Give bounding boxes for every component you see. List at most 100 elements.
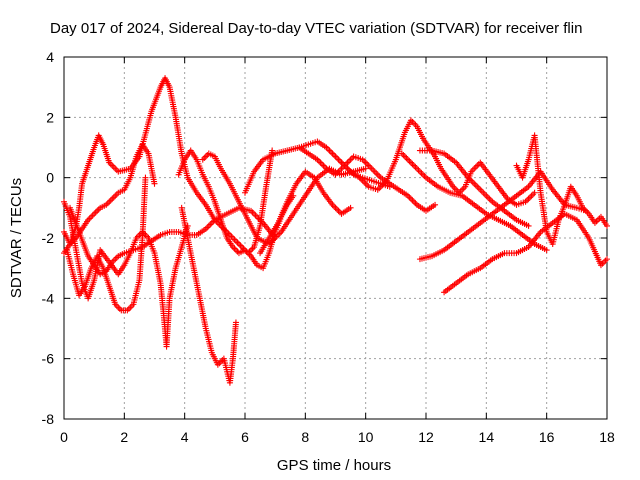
chart-title: Day 017 of 2024, Sidereal Day-to-day VTE… [50, 20, 582, 37]
data-point-marker [412, 200, 419, 207]
data-point-marker [525, 195, 532, 202]
data-point-marker [207, 221, 214, 228]
data-point-marker [110, 194, 117, 201]
data-point-marker [237, 242, 244, 249]
data-point-marker [94, 207, 101, 214]
data-point-marker [127, 304, 134, 311]
data-point-marker [472, 182, 479, 189]
data-point-marker [199, 156, 206, 163]
data-point-marker [270, 236, 277, 243]
data-point-marker [407, 195, 414, 202]
data-point-marker [410, 120, 417, 127]
data-point-marker [528, 192, 535, 199]
data-point-marker [113, 167, 120, 174]
data-point-marker [335, 156, 342, 163]
data-point-marker [362, 159, 369, 166]
x-axis-title: GPS time / hours [277, 457, 391, 474]
data-point-marker [346, 158, 353, 165]
data-point-marker [404, 156, 411, 163]
data-point-marker [315, 158, 322, 165]
y-axis-title: SDTVAR / TECUs [8, 178, 25, 298]
data-point-marker [367, 164, 374, 171]
data-point-marker [275, 231, 282, 238]
data-point-marker [362, 165, 369, 172]
data-points [61, 75, 610, 386]
data-point-marker [421, 173, 428, 180]
data-point-marker [238, 244, 245, 251]
data-point-marker [334, 206, 341, 213]
data-point-marker [110, 164, 117, 171]
data-point-marker [400, 152, 407, 159]
data-point-marker [340, 161, 347, 168]
data-point-marker [483, 192, 490, 199]
data-point-marker [475, 185, 482, 192]
x-tick-label: 8 [301, 429, 309, 445]
data-point-marker [362, 180, 369, 187]
data-point-marker [246, 251, 253, 258]
data-point-marker [604, 256, 610, 263]
data-point-marker [327, 149, 334, 156]
series-track-j [257, 168, 354, 257]
x-tick-label: 4 [181, 429, 189, 445]
series-track-q [513, 132, 610, 248]
data-point-marker [471, 165, 478, 172]
y-tick-label: -6 [42, 351, 55, 367]
data-point-marker [410, 198, 417, 205]
data-point-marker [487, 197, 494, 204]
x-tick-label: 2 [120, 429, 128, 445]
y-tick-label: 0 [46, 170, 54, 186]
data-point-marker [415, 167, 422, 174]
data-point-marker [326, 147, 333, 154]
data-point-marker [484, 194, 491, 201]
data-point-marker [347, 204, 354, 211]
data-point-marker [243, 248, 250, 255]
data-point-marker [142, 231, 149, 238]
data-point-marker [337, 158, 344, 165]
x-tick-label: 0 [60, 429, 68, 445]
series-track-b [61, 198, 191, 350]
x-tick-label: 14 [479, 429, 495, 445]
y-tick-label: -2 [42, 230, 55, 246]
data-point-marker [204, 224, 211, 231]
data-point-marker [365, 162, 372, 169]
series-track-a [61, 75, 276, 257]
data-point-marker [486, 195, 493, 202]
data-point-marker [371, 168, 378, 175]
data-point-marker [406, 158, 413, 165]
data-point-marker [269, 147, 276, 154]
data-point-marker [317, 159, 324, 166]
data-point-marker [459, 186, 466, 193]
data-point-marker [321, 164, 328, 171]
series-track-m [398, 150, 550, 254]
data-point-marker [341, 162, 348, 169]
data-point-marker [347, 156, 354, 163]
data-point-marker [217, 358, 224, 365]
data-point-marker [477, 186, 484, 193]
data-point-marker [412, 164, 419, 171]
y-tick-label: -8 [42, 411, 55, 427]
data-point-marker [361, 179, 368, 186]
data-point-marker [368, 165, 375, 172]
series-track-f [178, 204, 239, 386]
y-tick-label: 4 [46, 49, 54, 65]
data-point-marker [332, 204, 339, 211]
data-point-marker [406, 194, 413, 201]
data-point-marker [343, 164, 350, 171]
data-point-marker [324, 146, 331, 153]
data-point-marker [472, 164, 479, 171]
plot-frame [63, 56, 608, 420]
data-point-marker [594, 216, 601, 223]
y-tick-label: 2 [46, 109, 54, 125]
series-track-k [296, 144, 439, 214]
data-point-marker [235, 241, 242, 248]
data-point-marker [115, 304, 122, 311]
axes: 0 2 4 6 8 10 12 14 16 18 4 2 0 -2 -4 -6 -8 [42, 49, 615, 445]
data-point-marker [276, 230, 283, 237]
data-point-marker [403, 155, 410, 162]
data-point-marker [125, 305, 132, 312]
data-point-marker [478, 188, 485, 195]
data-point-marker [91, 210, 98, 217]
data-point-marker [92, 209, 99, 216]
data-point-marker [330, 152, 337, 159]
